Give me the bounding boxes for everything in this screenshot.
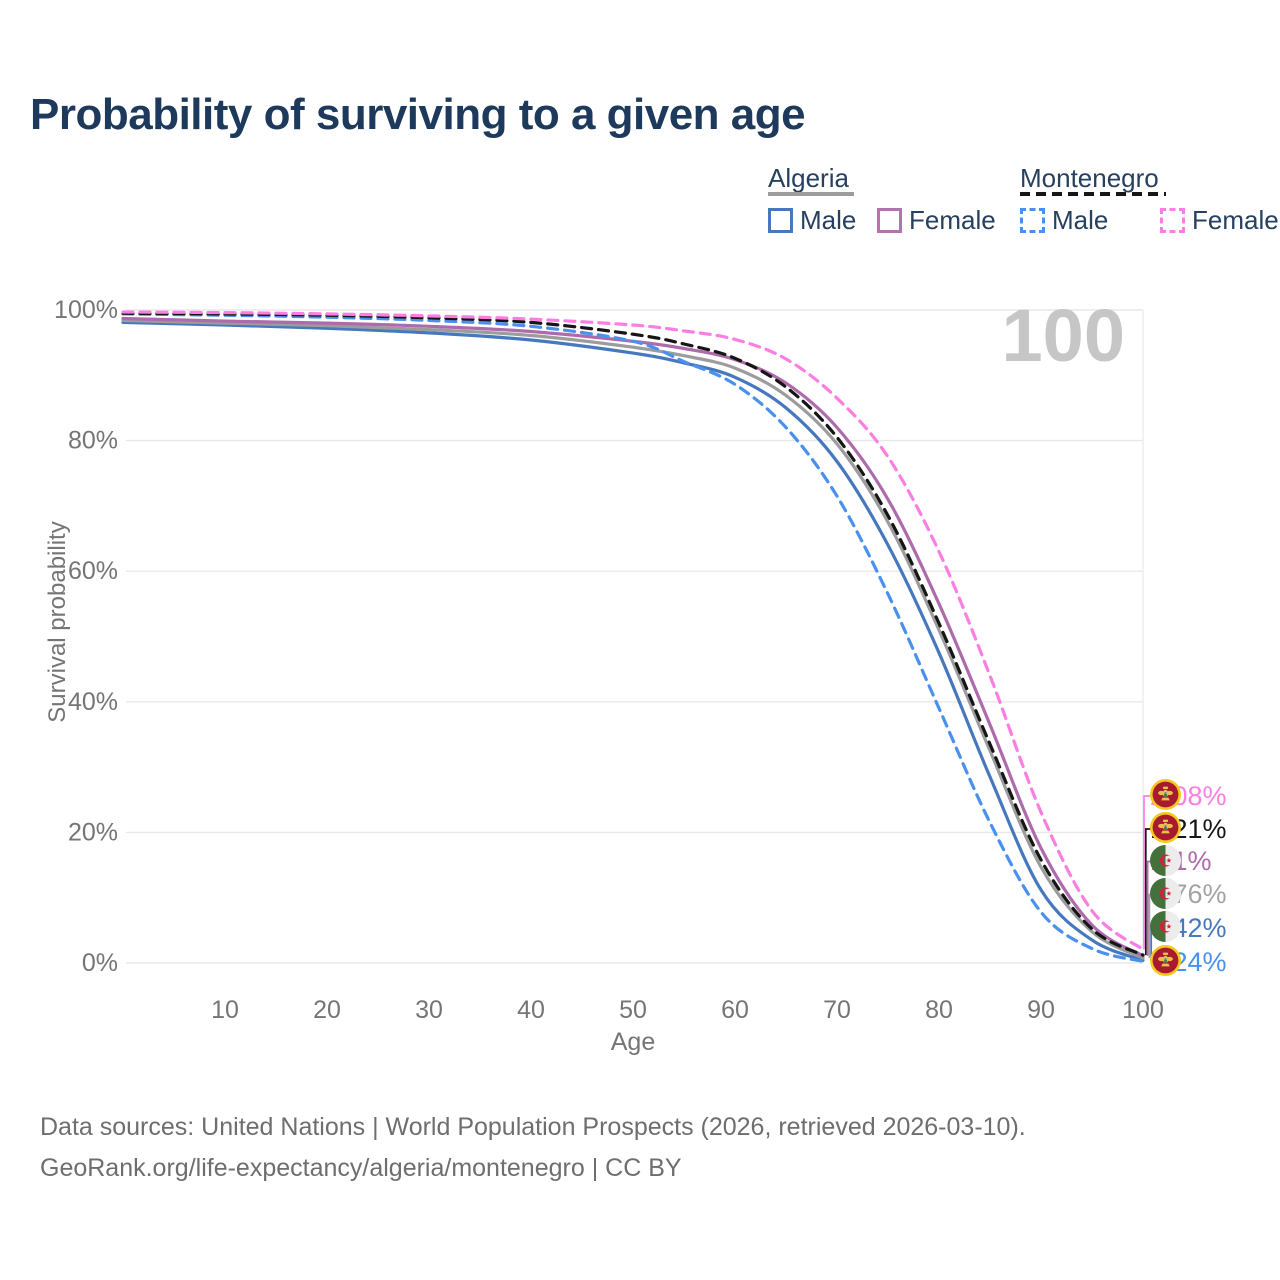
x-tick-label: 20 [313,996,341,1024]
end-label-montenegro_all[interactable]: 1.21% [1150,812,1227,846]
end-label-montenegro_female[interactable]: 2.08% [1150,779,1227,813]
end-label-connector-montenegro_all [1144,828,1151,956]
age-watermark: 100 [1001,294,1125,377]
algeria-flag-icon [1150,877,1181,909]
legend-label: Male [1052,205,1109,235]
algeria-flag-icon [1150,844,1181,876]
attribution-line: GeoRank.org/life-expectancy/algeria/mont… [40,1154,682,1182]
y-axis-title: Survival probability [44,521,71,723]
series-line-montenegro_all[interactable] [121,311,1145,957]
end-label-montenegro_male[interactable]: 0.24% [1150,945,1227,979]
montenegro-flag-icon [1150,945,1181,976]
x-tick-label: 40 [517,996,545,1024]
end-label-connector-algeria_female [1146,860,1151,956]
end-label-algeria_male[interactable]: 0.42% [1150,911,1227,945]
series-line-algeria_female[interactable] [121,316,1145,958]
legend-group-title-montenegro: Montenegro [1020,163,1159,193]
montenegro-female-swatch [1160,208,1185,233]
end-label-algeria_all[interactable]: 0.76% [1150,877,1227,912]
legend-item-montenegro-female[interactable]: Female [1160,205,1279,236]
legend-label: Female [1192,205,1279,235]
x-tick-label: 100 [1122,996,1164,1024]
y-tick-label: 0% [82,949,118,977]
x-tick-label: 60 [721,996,749,1024]
algeria-flag-icon [1150,911,1181,942]
x-tick-label: 50 [619,996,647,1024]
x-axis-title: Age [611,1028,655,1056]
algeria-solid-line-sample [768,192,854,196]
y-tick-label: 60% [68,557,118,585]
end-label-algeria_female[interactable]: 1.1% [1150,844,1212,879]
montenegro-flag-icon [1150,812,1181,843]
x-tick-label: 80 [925,996,953,1024]
legend-item-algeria-female[interactable]: Female [877,205,996,236]
montenegro-flag-icon [1150,779,1181,810]
page-title: Probability of surviving to a given age [30,90,806,139]
legend-label: Female [909,205,996,235]
legend-item-algeria-male[interactable]: Male [768,205,856,236]
legend-group-title-algeria: Algeria [768,163,849,193]
x-tick-label: 30 [415,996,443,1024]
legend-item-montenegro-male[interactable]: Male [1020,205,1108,236]
series-line-algeria_male[interactable] [121,320,1145,962]
data-sources-line: Data sources: United Nations | World Pop… [40,1113,1026,1141]
y-tick-label: 40% [68,688,118,716]
y-tick-label: 100% [54,296,118,324]
x-tick-label: 70 [823,996,851,1024]
x-tick-label: 10 [211,996,239,1024]
algeria-female-swatch [877,208,902,233]
algeria-male-swatch [768,208,793,233]
montenegro-male-swatch [1020,208,1045,233]
legend-label: Male [800,205,857,235]
end-label-connector-montenegro_female [1143,795,1151,950]
x-tick-label: 90 [1027,996,1055,1024]
series-line-montenegro_male[interactable] [121,312,1145,963]
montenegro-dashed-line-sample [1020,192,1166,196]
series-line-algeria_all[interactable] [121,318,1145,960]
y-tick-label: 80% [68,427,118,455]
y-tick-label: 20% [68,818,118,846]
footer: Data sources: United Nations | World Pop… [40,1107,1026,1189]
series-line-montenegro_female[interactable] [121,310,1145,951]
